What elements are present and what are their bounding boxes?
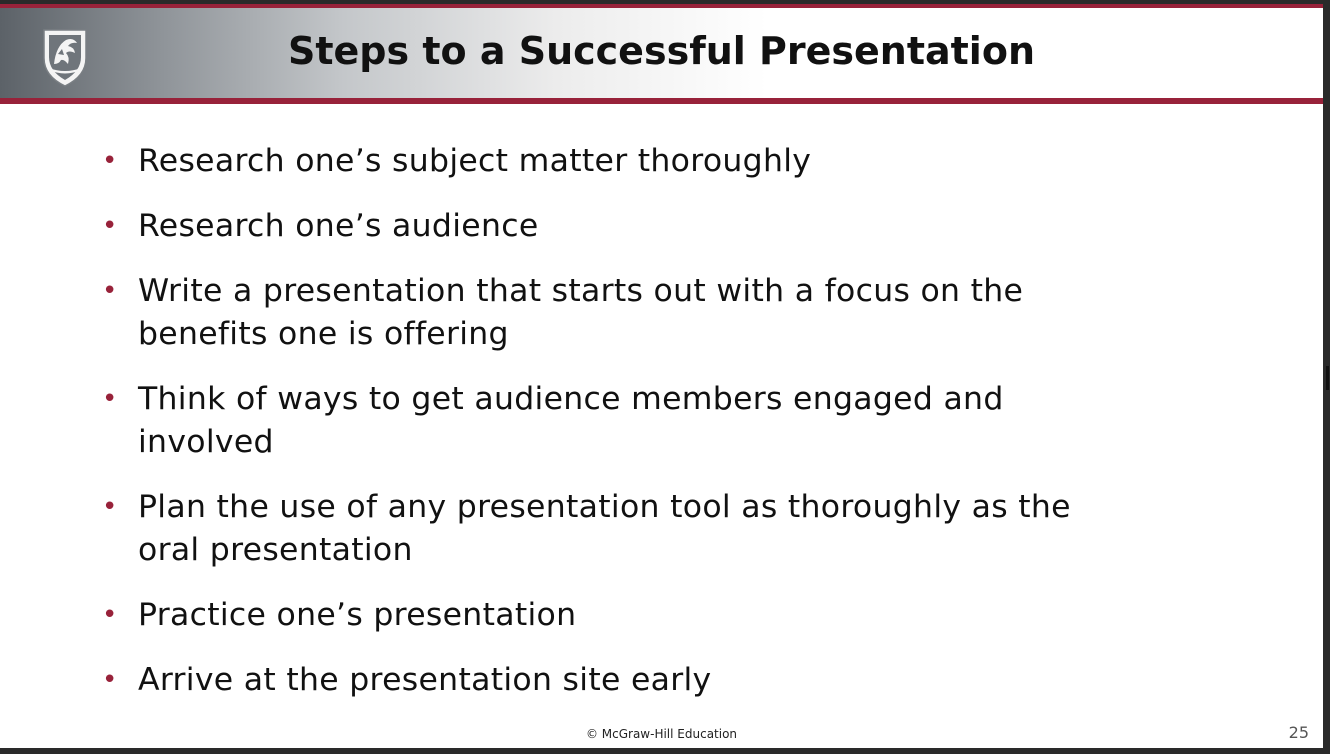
bullet-item: • Write a presentation that starts out w… [102,270,1222,356]
bullet-dot-icon: • [102,665,118,695]
bullet-text: Think of ways to get audience members en… [138,381,1004,417]
bullet-text: Write a presentation that starts out wit… [138,273,1024,309]
slide: Steps to a Successful Presentation • Res… [0,4,1323,748]
slide-title: Steps to a Successful Presentation [287,29,1035,73]
bullet-item: • Plan the use of any presentation tool … [102,486,1222,572]
title-band [0,8,1323,98]
top-accent-rule [0,4,1323,8]
bullet-dot-icon: • [102,600,118,630]
bullet-dot-icon: • [102,492,118,522]
bullet-dot-icon: • [102,211,118,241]
cougar-shield-logo-icon [43,29,87,87]
page-number: 25 [1288,723,1309,742]
bullet-text: Practice one’s presentation [138,597,577,633]
bullet-dot-icon: • [102,146,118,176]
bullet-item: • Think of ways to get audience members … [102,378,1222,464]
bullet-list: • Research one’s subject matter thorough… [102,140,1222,724]
copyright-footer: © McGraw-Hill Education [585,727,738,741]
bullet-item: • Arrive at the presentation site early [102,659,1222,702]
title-accent-rule [0,98,1323,104]
bullet-text-continuation: involved [138,424,274,460]
bullet-text: Research one’s audience [138,208,539,244]
scroll-marker[interactable] [1326,366,1329,390]
bullet-item: • Practice one’s presentation [102,594,1222,637]
bullet-item: • Research one’s subject matter thorough… [102,140,1222,183]
bullet-text: Arrive at the presentation site early [138,662,712,698]
bullet-dot-icon: • [102,384,118,414]
bullet-item: • Research one’s audience [102,205,1222,248]
bullet-text-continuation: oral presentation [138,532,413,568]
bullet-text: Plan the use of any presentation tool as… [138,489,1071,525]
bullet-text: Research one’s subject matter thoroughly [138,143,812,179]
bullet-text-continuation: benefits one is offering [138,316,509,352]
bullet-dot-icon: • [102,276,118,306]
